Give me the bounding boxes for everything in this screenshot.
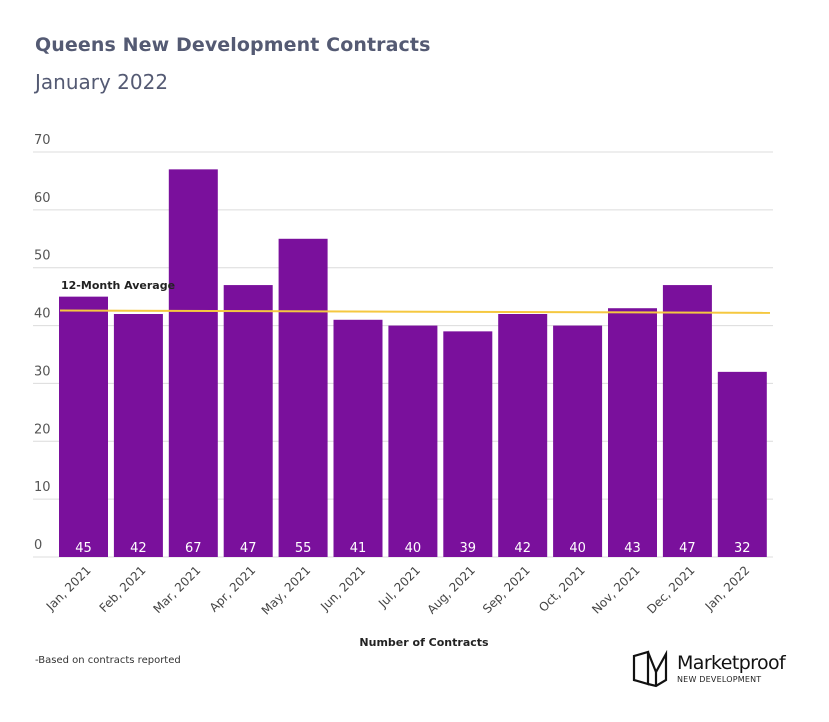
x-tick-label: Aug, 2021 (424, 563, 477, 616)
x-tick-label: Jan, 2022 (702, 563, 753, 614)
brand-subtitle: NEW DEVELOPMENT (677, 675, 762, 684)
y-tick-label: 0 (34, 538, 42, 553)
marketproof-logo-icon (632, 650, 668, 688)
x-tick-label: Jul, 2021 (375, 563, 423, 611)
data-labels: 45 42 67 47 55 41 40 39 42 40 43 47 32 (75, 541, 750, 556)
y-tick-label: 10 (34, 480, 51, 495)
x-tick-label: Apr, 2021 (207, 563, 259, 615)
brand-logo: Marketproof NEW DEVELOPMENT (632, 650, 786, 688)
bar (717, 371, 767, 557)
y-tick-label: 70 (34, 133, 51, 148)
data-label: 42 (514, 541, 531, 556)
x-tick-label: May, 2021 (259, 563, 313, 617)
data-label: 43 (624, 541, 641, 556)
bar (388, 325, 438, 557)
y-tick-label: 50 (34, 249, 51, 264)
bar (608, 308, 657, 557)
x-axis-ticks: Jan, 2021 Feb, 2021 Mar, 2021 Apr, 2021 May,… (43, 563, 752, 617)
bar (59, 296, 108, 557)
bar (223, 285, 273, 557)
x-axis-label: Number of Contracts (359, 636, 489, 649)
average-line-label: 12-Month Average (61, 279, 175, 292)
chart-subtitle: January 2022 (35, 70, 169, 94)
data-label: 45 (75, 541, 92, 556)
bar (443, 331, 493, 557)
bar (113, 314, 163, 557)
bar (333, 319, 383, 557)
bars (59, 169, 767, 558)
data-label: 42 (130, 541, 147, 556)
data-label: 32 (734, 541, 751, 556)
x-tick-label: Feb, 2021 (97, 563, 149, 615)
data-label: 41 (350, 541, 367, 556)
x-tick-label: Oct, 2021 (536, 563, 588, 615)
bar (498, 314, 548, 557)
y-tick-label: 60 (34, 191, 51, 206)
y-tick-label: 30 (34, 364, 51, 379)
average-line (59, 309, 771, 314)
bar (278, 238, 328, 558)
chart-title: Queens New Development Contracts (35, 34, 431, 56)
y-tick-label: 40 (34, 307, 51, 322)
y-axis-ticks: 0 10 20 30 40 50 60 70 (34, 133, 51, 553)
data-label: 39 (460, 541, 477, 556)
x-tick-label: Dec, 2021 (644, 563, 697, 616)
data-label: 40 (569, 541, 586, 556)
x-tick-label: Sep, 2021 (480, 563, 533, 616)
x-tick-label: Nov, 2021 (589, 563, 642, 616)
brand-name: Marketproof (677, 652, 786, 674)
bar-chart: 0 10 20 30 40 50 60 70 45 42 67 47 55 41 40 39 42 40 43 47… (33, 133, 773, 618)
data-label: 47 (679, 541, 696, 556)
x-tick-label: Jan, 2021 (43, 563, 94, 614)
bar (662, 285, 712, 557)
y-tick-label: 20 (34, 422, 51, 437)
footnote: -Based on contracts reported (35, 655, 181, 666)
x-tick-label: Jun, 2021 (317, 563, 368, 614)
data-label: 55 (295, 541, 312, 556)
average-line-group: 12-Month Average (59, 279, 771, 314)
bar (553, 325, 603, 557)
x-tick-label: Mar, 2021 (151, 563, 204, 616)
data-label: 67 (185, 541, 202, 556)
bar (168, 169, 218, 557)
data-label: 47 (240, 541, 257, 556)
data-label: 40 (405, 541, 422, 556)
